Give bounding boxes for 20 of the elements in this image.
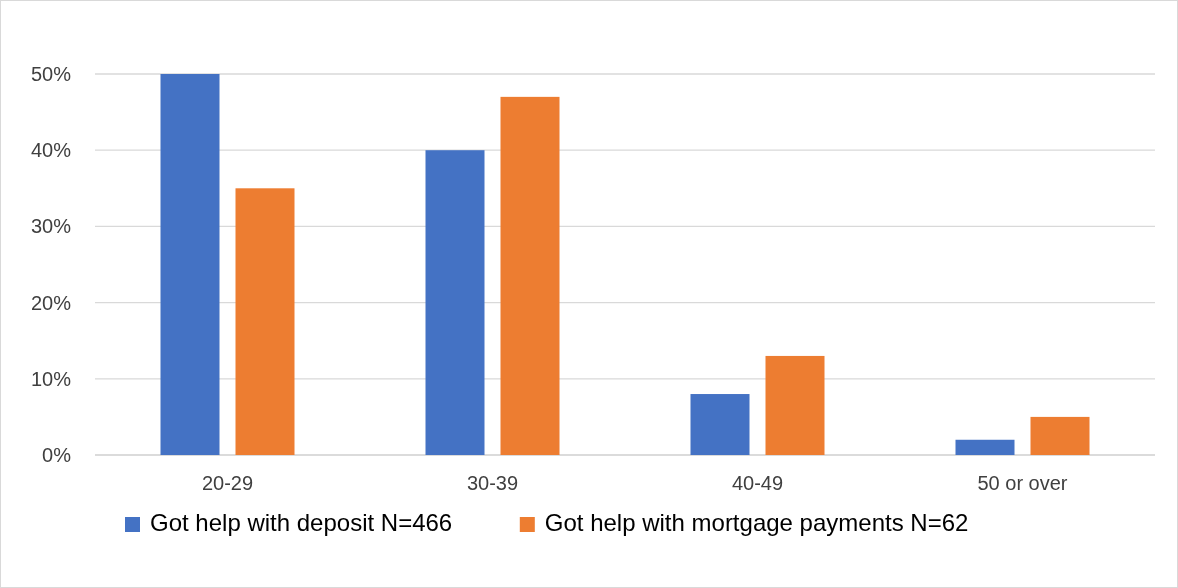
legend-label: Got help with mortgage payments N=62 — [544, 509, 969, 536]
x-tick-label: 40-49 — [731, 472, 784, 494]
x-tick-label: 50 or over — [977, 472, 1068, 494]
x-tick-label: 20-29 — [201, 472, 254, 494]
y-tick-label: 20% — [30, 291, 72, 314]
x-tick-label: 30-39 — [466, 472, 519, 494]
bar — [690, 394, 750, 455]
bar — [765, 355, 825, 455]
y-tick-label: 0% — [42, 444, 72, 466]
y-tick-label: 40% — [30, 139, 72, 162]
y-tick-label: 10% — [30, 367, 72, 390]
bar — [1030, 416, 1090, 455]
bar — [235, 188, 295, 455]
y-tick-label: 50% — [30, 63, 72, 85]
bar — [160, 74, 220, 455]
legend-label: Got help with deposit N=466 — [150, 509, 453, 536]
bar — [500, 96, 560, 455]
bar — [955, 439, 1015, 455]
bar — [425, 150, 485, 455]
y-tick-label: 30% — [30, 215, 72, 238]
